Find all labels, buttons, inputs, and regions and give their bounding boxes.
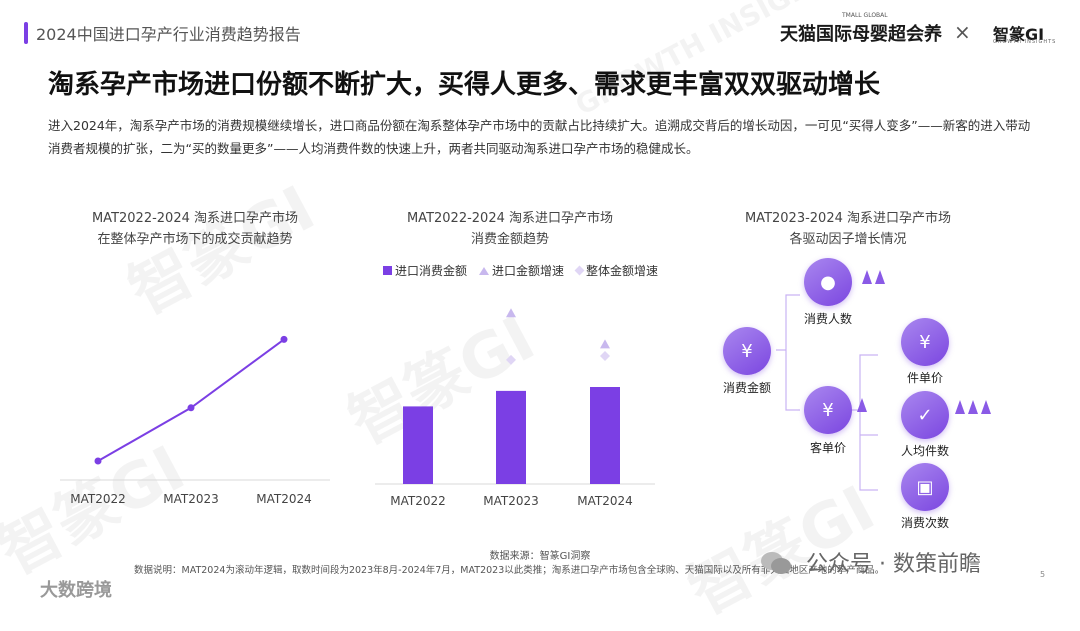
- x-tick-label: MAT2023: [483, 494, 539, 508]
- bar: [590, 387, 620, 484]
- legend-item-import-growth: 进口金额增速: [479, 262, 564, 279]
- bar-chart-title-line1: MAT2022-2024 淘系进口孕产市场: [406, 211, 614, 226]
- line-point: [280, 335, 288, 343]
- collab-times-icon: ×: [954, 20, 971, 44]
- watermark: GROWTH INSIGHTS: [570, 0, 852, 122]
- up-arrow-icon: [981, 400, 991, 414]
- line-point: [94, 457, 102, 465]
- line-series: [97, 338, 285, 462]
- driver-label-purchase-times: 消费次数: [900, 516, 950, 530]
- line-chart-title-line2: 在整体孕产市场下的成交贡献趋势: [97, 232, 293, 247]
- bar: [403, 406, 433, 484]
- report-title: 2024中国进口孕产行业消费趋势报告: [36, 25, 301, 44]
- legend-label: 进口金额增速: [492, 264, 565, 278]
- up-arrow-icon: [857, 398, 867, 412]
- x-tick-label: MAT2022: [70, 492, 126, 506]
- up-arrow-icon: [955, 400, 965, 414]
- growth-arrows-items-per-person: [955, 400, 991, 414]
- x-tick-label: MAT2022: [390, 494, 446, 508]
- wechat-account-name: 公众号 · 数策前瞻: [806, 552, 981, 577]
- diamond-marker: [506, 354, 516, 365]
- data-source: 数据来源：智篆GI洞察: [489, 551, 591, 562]
- drivers-title-line1: MAT2023-2024 淘系进口孕产市场: [744, 211, 952, 226]
- tmall-global-small-logo: TMALL GLOBAL: [842, 12, 888, 19]
- x-tick-label: MAT2024: [577, 494, 633, 508]
- zhimeng-brand-logo: 智篆GI: [993, 25, 1045, 44]
- intro-paragraph: 进入2024年，淘系孕产市场的消费规模继续增长，进口商品份额在淘系整体孕产市场中…: [48, 118, 1031, 156]
- triangle-marker: [506, 308, 516, 318]
- legend-item-overall-growth: 整体金额增速: [574, 262, 659, 279]
- driver-label-items-per-person: 人均件数: [900, 444, 950, 458]
- data-note: 数据说明：MAT2024为滚动年逻辑，取数时间段为2023年8月-2024年7月…: [134, 565, 885, 576]
- tmall-brand-logo: 天猫国际母婴超会养: [780, 24, 942, 45]
- dskj-watermark-logo: 大数跨境: [40, 580, 112, 601]
- zhimeng-brand-subtitle: GROWTH INSIGHTS: [993, 39, 1057, 45]
- drivers-title-line2: 各驱动因子增长情况: [789, 232, 907, 247]
- growth-arrows-consumers: [862, 270, 885, 284]
- driver-label-unit-price: 件单价: [906, 371, 944, 385]
- driver-label-avg-order: 客单价: [809, 441, 847, 455]
- up-arrow-icon: [968, 400, 978, 414]
- bar-chart: MAT2022 MAT2023 MAT2024: [375, 308, 655, 508]
- page-title: 淘系孕产市场进口份额不断扩大，买得人更多、需求更丰富双双驱动增长: [48, 70, 881, 100]
- bar-chart-title-line2: 消费金额趋势: [470, 232, 549, 247]
- up-arrow-icon: [875, 270, 885, 284]
- drivers-title: MAT2023-2024 淘系进口孕产市场 各驱动因子增长情况: [708, 208, 988, 250]
- person-icon: ●: [804, 258, 852, 306]
- bar-chart-legend: 进口消费金额 进口金额增速 整体金额增速: [383, 262, 658, 279]
- diamond-marker: [600, 350, 610, 361]
- line-point: [187, 404, 195, 412]
- growth-arrows-avg-order: [857, 398, 867, 412]
- wechat-icon: [761, 552, 791, 574]
- bag-icon: ▣: [901, 463, 949, 511]
- line-chart-title: MAT2022-2024 淘系进口孕产市场 在整体孕产市场下的成交贡献趋势: [60, 208, 330, 250]
- up-arrow-icon: [862, 270, 872, 284]
- bar-chart-title: MAT2022-2024 淘系进口孕产市场 消费金额趋势: [375, 208, 645, 250]
- money-hand-icon: ¥: [723, 327, 771, 375]
- triangle-marker: [600, 339, 610, 349]
- line-chart: MAT2022 MAT2023 MAT2024: [60, 335, 330, 506]
- header-accent-bar: [24, 22, 28, 44]
- driver-label-consumers: 消费人数: [803, 312, 853, 326]
- bar-swatch-icon: [383, 266, 392, 275]
- line-chart-title-line1: MAT2022-2024 淘系进口孕产市场: [91, 211, 299, 226]
- bar: [496, 390, 526, 484]
- legend-label: 进口消费金额: [395, 264, 468, 278]
- legend-item-import-amount: 进口消费金额: [383, 262, 467, 279]
- diamond-swatch-icon: [574, 265, 585, 276]
- triangle-swatch-icon: [479, 266, 490, 275]
- legend-label: 整体金额增速: [586, 264, 659, 278]
- document-check-icon: ✓: [901, 391, 949, 439]
- drivers-connectors: [776, 294, 878, 491]
- x-tick-label: MAT2024: [256, 492, 312, 506]
- price-tag-icon: ¥: [901, 318, 949, 366]
- page-number: 5: [1040, 570, 1046, 579]
- x-tick-label: MAT2023: [163, 492, 219, 506]
- driver-label-amount: 消费金额: [722, 381, 772, 395]
- yen-coin-icon: ¥: [804, 386, 852, 434]
